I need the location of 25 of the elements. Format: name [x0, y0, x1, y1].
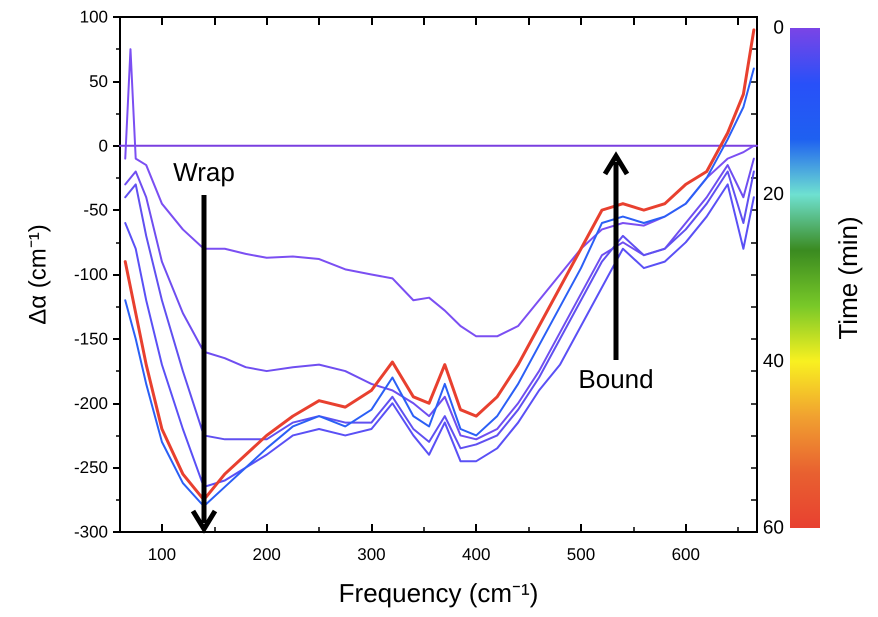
annotation: Bound [578, 364, 654, 395]
y-tick-label: -150 [74, 329, 108, 348]
x-axis-title: Frequency (cm⁻¹) [338, 578, 538, 608]
y-tick-label: -50 [83, 200, 108, 220]
x-tick-label: 600 [672, 545, 700, 564]
color-bar-label: 20 [762, 184, 784, 206]
x-tick-label: 100 [148, 545, 176, 564]
y-tick-label: 50 [89, 72, 108, 91]
x-tick-label: 200 [252, 545, 281, 564]
y-tick-label: -300 [74, 522, 108, 542]
color-bar-label: 60 [762, 518, 784, 538]
color-bar-label: 0 [773, 18, 784, 38]
x-tick-label: 400 [462, 545, 490, 564]
y-tick-label: 100 [80, 8, 108, 26]
color-bar-title: Time (min) [833, 216, 863, 340]
color-bar-label: 40 [762, 350, 784, 372]
x-tick-label: 300 [357, 545, 386, 564]
y-tick-label: 0 [98, 136, 108, 156]
y-tick-label: -100 [74, 265, 108, 284]
x-tick-label: 500 [566, 545, 596, 564]
y-tick-label: -250 [74, 458, 108, 478]
y-tick-label: -200 [74, 394, 108, 413]
y-axis-title: Δα (cm⁻¹) [24, 224, 52, 325]
line-series [124, 48, 755, 338]
annotation: Wrap [173, 157, 235, 188]
